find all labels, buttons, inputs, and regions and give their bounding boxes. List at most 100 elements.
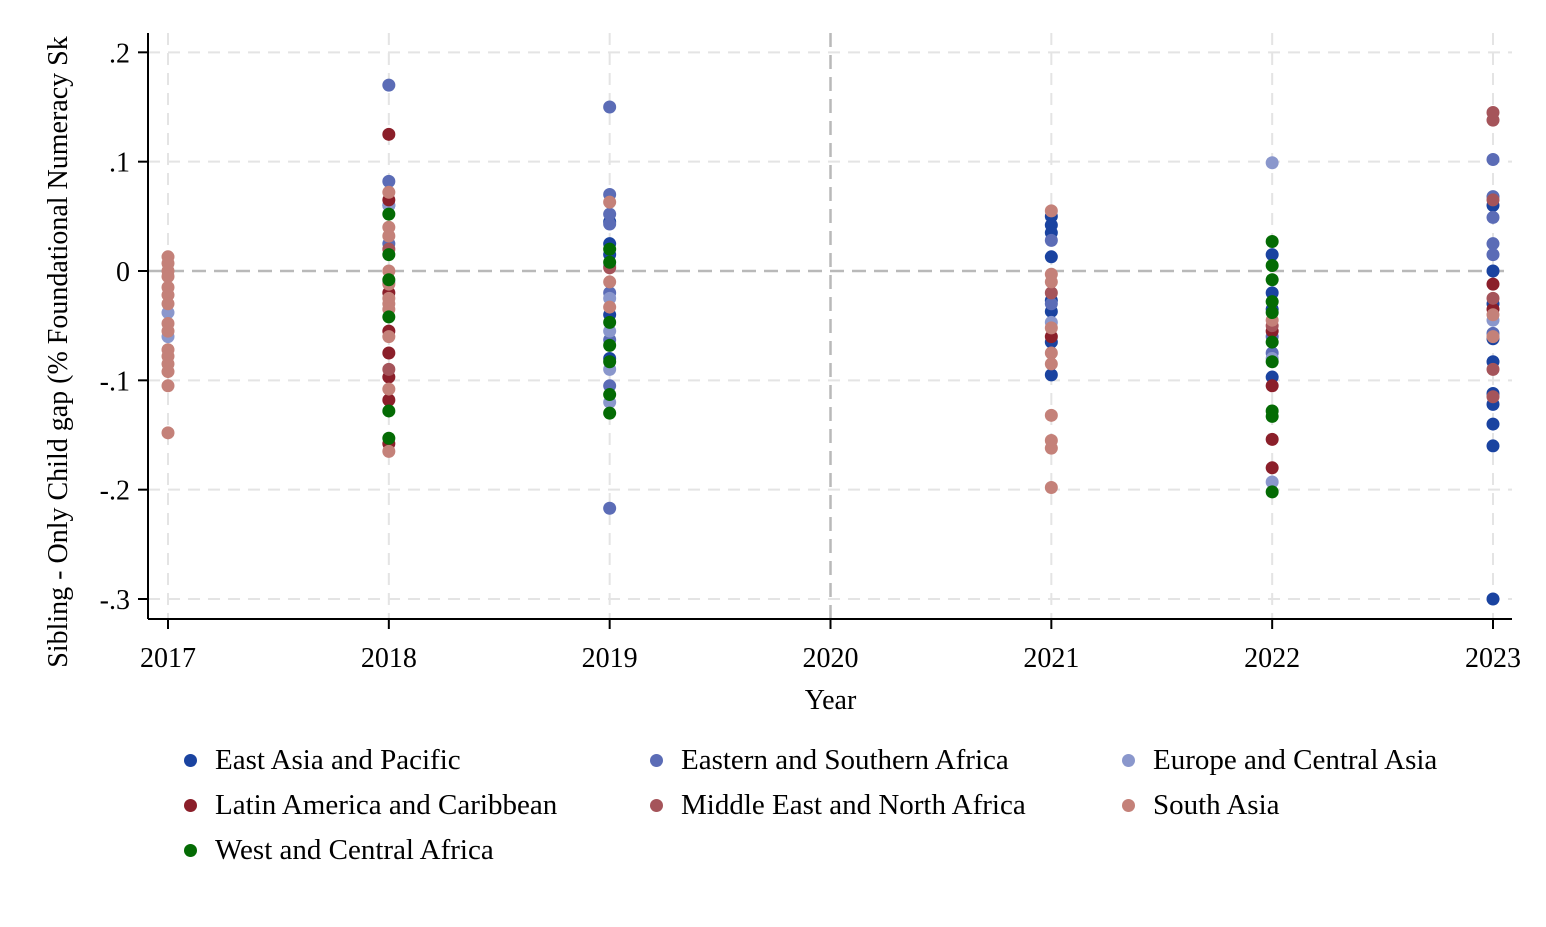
x-tick-label: 2019 <box>582 643 638 674</box>
x-axis-title: Year <box>805 685 857 716</box>
x-tick-label: 2022 <box>1244 643 1300 674</box>
data-point <box>1265 273 1279 287</box>
data-point <box>603 100 617 114</box>
data-point <box>603 242 617 256</box>
data-point <box>1044 233 1058 247</box>
data-point <box>1486 248 1500 262</box>
x-tick-label: 2021 <box>1023 643 1079 674</box>
data-point <box>382 330 396 344</box>
data-point <box>603 501 617 515</box>
data-point <box>1486 210 1500 224</box>
axes: 2017 2018 2019 2020 2021 2022 2023 .2 .1 0 -.1 -.2 -… <box>100 33 1521 674</box>
legend-item: West and Central Africa <box>184 834 494 867</box>
data-point <box>1486 330 1500 344</box>
data-point <box>1486 264 1500 278</box>
data-point <box>1044 368 1058 382</box>
y-tick-label: -.3 <box>100 585 130 616</box>
y-tick-label: .2 <box>109 38 130 69</box>
data-point <box>1486 308 1500 322</box>
data-point <box>1044 357 1058 371</box>
data-point <box>161 365 175 379</box>
data-point <box>382 393 396 407</box>
legend-marker <box>184 754 197 767</box>
data-point <box>1486 291 1500 305</box>
data-point <box>1265 461 1279 475</box>
data-point <box>1486 390 1500 404</box>
data-point <box>1265 335 1279 349</box>
y-axis-title: Sibling - Only Child gap (% Foundational… <box>43 36 74 668</box>
data-point <box>382 185 396 199</box>
data-point <box>161 324 175 338</box>
legend-label: Middle East and North Africa <box>681 789 1026 821</box>
data-point <box>1265 156 1279 170</box>
data-point <box>1265 379 1279 393</box>
y-tick-label: .1 <box>109 148 130 179</box>
data-point <box>1486 417 1500 431</box>
legend-label: Eastern and Southern Africa <box>681 744 1009 776</box>
legend-marker <box>184 844 197 857</box>
data-point <box>382 346 396 360</box>
legend-label: Europe and Central Asia <box>1153 744 1438 776</box>
legend-item: Eastern and Southern Africa <box>650 744 1009 777</box>
legend-marker <box>184 799 197 812</box>
data-point <box>382 174 396 188</box>
data-point <box>1044 275 1058 289</box>
data-point <box>382 431 396 445</box>
legend-item: Latin America and Caribbean <box>184 789 557 822</box>
data-point <box>1486 193 1500 207</box>
legend-item: Middle East and North Africa <box>650 789 1026 822</box>
legend-item: East Asia and Pacific <box>184 744 461 777</box>
data-point <box>382 444 396 458</box>
data-point <box>1265 409 1279 423</box>
x-tick-label: 2023 <box>1465 643 1521 674</box>
x-tick-label: 2020 <box>803 643 859 674</box>
legend-marker <box>1122 754 1135 767</box>
data-point <box>1486 277 1500 291</box>
data-point <box>603 255 617 269</box>
data-point <box>1044 408 1058 422</box>
data-point <box>1265 295 1279 309</box>
data-point <box>1265 432 1279 446</box>
x-tick-label: 2018 <box>361 643 417 674</box>
legend-marker <box>650 754 663 767</box>
data-point <box>382 362 396 376</box>
data-point <box>1265 306 1279 320</box>
data-point <box>1044 441 1058 455</box>
data-point <box>1044 250 1058 264</box>
data-point <box>603 207 617 221</box>
data-point <box>603 217 617 231</box>
legend-marker <box>1122 799 1135 812</box>
data-point <box>1265 248 1279 262</box>
data-point <box>1486 152 1500 166</box>
data-point <box>603 406 617 420</box>
legend-item: Europe and Central Asia <box>1122 744 1437 777</box>
data-point <box>603 195 617 209</box>
data-point <box>382 382 396 396</box>
data-point <box>603 300 617 314</box>
data-point <box>1044 346 1058 360</box>
y-tick-label: -.1 <box>100 366 130 397</box>
data-point <box>1486 237 1500 251</box>
y-tick-label: -.2 <box>100 476 130 507</box>
data-point <box>161 426 175 440</box>
data-point <box>1044 480 1058 494</box>
data-point <box>1265 234 1279 248</box>
x-tick-label: 2017 <box>140 643 196 674</box>
data-point <box>161 297 175 311</box>
data-point <box>1044 321 1058 335</box>
legend-label: South Asia <box>1153 789 1280 821</box>
data-point <box>382 229 396 243</box>
data-point <box>1486 113 1500 127</box>
data-point <box>1265 485 1279 499</box>
legend-marker <box>650 799 663 812</box>
data-point <box>161 379 175 393</box>
data-point <box>1265 259 1279 273</box>
data-point <box>603 315 617 329</box>
data-point <box>382 207 396 221</box>
data-point <box>1486 362 1500 376</box>
data-point <box>382 127 396 141</box>
data-point <box>603 388 617 402</box>
y-tick-label: 0 <box>116 257 130 288</box>
data-point <box>1486 439 1500 453</box>
